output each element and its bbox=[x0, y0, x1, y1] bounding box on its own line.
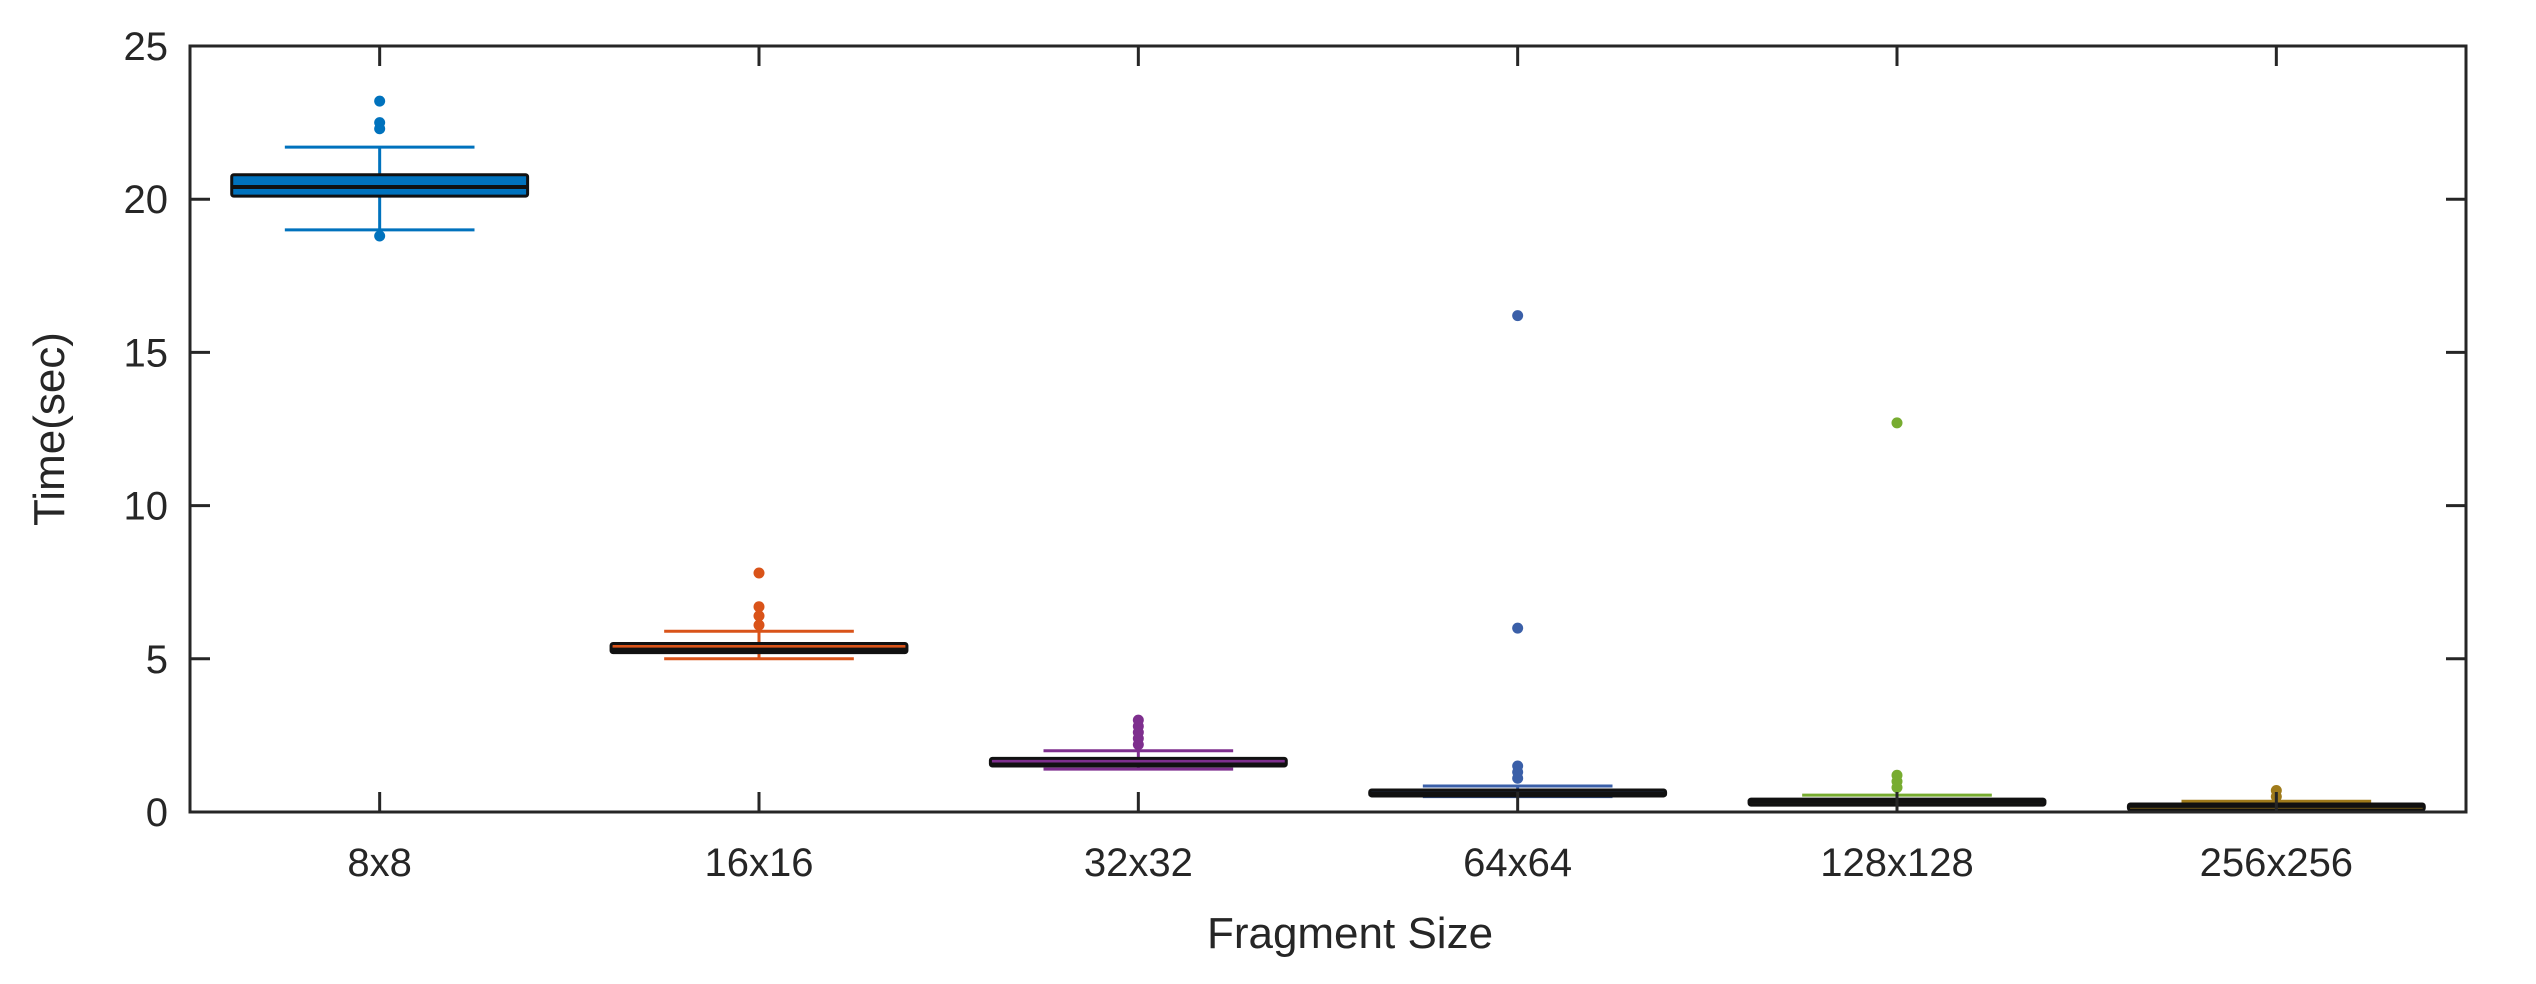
box-group-8x8 bbox=[230, 95, 530, 242]
y-tick-label: 25 bbox=[124, 25, 169, 69]
outlier-point bbox=[1512, 310, 1524, 322]
x-axis: 8x8 16x16 32x32 64x64 128x128 256x256 bbox=[347, 46, 2353, 885]
outlier-point bbox=[753, 601, 765, 613]
y-tick-label: 5 bbox=[146, 638, 168, 682]
outlier-point bbox=[374, 230, 386, 242]
box-group-64x64 bbox=[1368, 310, 1668, 799]
x-tick-label: 64x64 bbox=[1463, 841, 1572, 885]
outlier-point bbox=[374, 95, 386, 107]
outlier-point bbox=[1891, 417, 1903, 429]
x-tick-label: 16x16 bbox=[705, 841, 814, 885]
y-tick-label: 15 bbox=[124, 331, 169, 375]
box-group-128x128 bbox=[1747, 417, 2047, 807]
outlier-point bbox=[1891, 769, 1903, 781]
outlier-point bbox=[753, 567, 765, 579]
outlier-point bbox=[1512, 760, 1524, 772]
outlier-point bbox=[1132, 714, 1144, 726]
y-axis: 0 5 10 15 20 25 bbox=[124, 25, 2466, 835]
outlier-point bbox=[374, 117, 386, 129]
x-tick-label: 8x8 bbox=[347, 841, 412, 885]
y-axis-label: Time(sec) bbox=[25, 332, 74, 526]
x-tick-label: 256x256 bbox=[2200, 841, 2353, 885]
y-tick-label: 10 bbox=[124, 485, 169, 529]
outlier-point bbox=[2270, 785, 2282, 797]
plot-area bbox=[230, 95, 2426, 812]
axes-frame bbox=[188, 44, 2468, 814]
x-tick-label: 128x128 bbox=[1820, 841, 1973, 885]
x-axis-label: Fragment Size bbox=[1207, 909, 1493, 958]
outlier-point bbox=[753, 619, 765, 631]
y-tick-label: 0 bbox=[146, 791, 168, 835]
box-group-16x16 bbox=[609, 567, 909, 661]
box-group-32x32 bbox=[988, 714, 1288, 771]
x-tick-label: 32x32 bbox=[1084, 841, 1193, 885]
y-tick-label: 20 bbox=[124, 178, 169, 222]
outlier-point bbox=[753, 610, 765, 622]
outlier-point bbox=[1512, 622, 1524, 634]
